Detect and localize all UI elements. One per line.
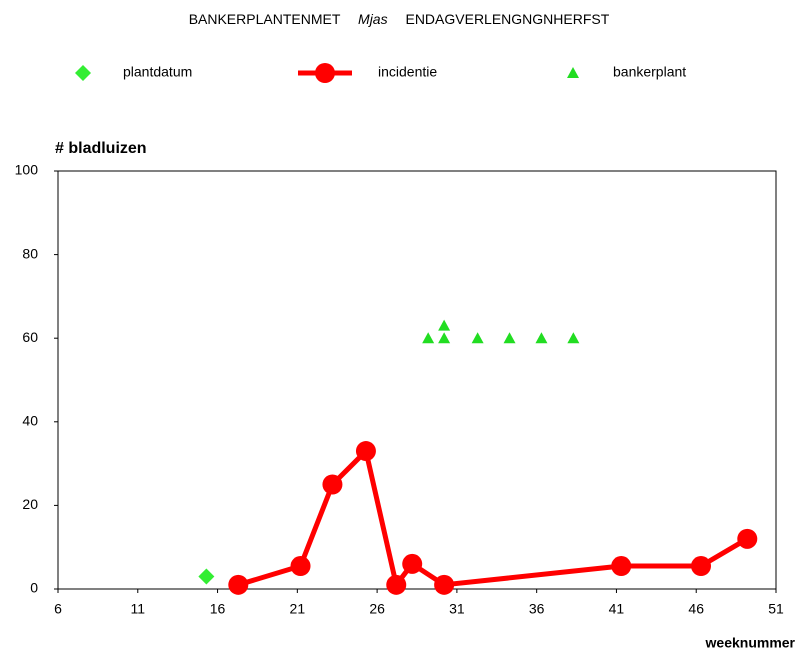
x-tick-label: 6 — [54, 601, 62, 617]
title-part: ENDAGVERLENGNGNHERFST — [405, 11, 609, 27]
x-tick-label: 36 — [529, 601, 545, 617]
data-point — [503, 332, 516, 344]
x-tick-label: 16 — [210, 601, 226, 617]
series-line — [237, 448, 749, 588]
legend-marker — [315, 63, 335, 83]
plot-frame — [57, 170, 777, 590]
legend-label: plantdatum — [123, 64, 192, 80]
data-point — [567, 332, 580, 344]
data-point — [438, 319, 451, 331]
y-tick-label: 100 — [15, 162, 39, 178]
data-point — [611, 556, 632, 577]
y-axis-title: # bladluizen — [55, 140, 147, 157]
x-tick-label: 26 — [369, 601, 385, 617]
data-point — [386, 574, 407, 595]
legend-marker — [567, 67, 579, 78]
data-point — [402, 553, 423, 574]
data-point — [198, 568, 215, 585]
x-axis-title: weeknummer — [705, 635, 796, 650]
data-point — [737, 528, 758, 549]
x-tick-label: 41 — [609, 601, 625, 617]
x-tick-label: 46 — [688, 601, 704, 617]
y-tick-label: 20 — [22, 496, 38, 512]
legend-marker — [75, 65, 91, 81]
data-point — [322, 474, 343, 495]
x-tick-label: 21 — [290, 601, 306, 617]
data-point — [535, 332, 548, 344]
data-point — [438, 332, 451, 344]
data-point — [691, 556, 712, 577]
title-part: Mjas — [358, 11, 388, 27]
data-point — [228, 574, 249, 595]
data-point — [355, 441, 376, 462]
data-point — [422, 332, 435, 344]
x-tick-label: 11 — [131, 601, 146, 617]
data-point — [434, 574, 455, 595]
data-point — [471, 332, 484, 344]
y-tick-label: 80 — [22, 245, 38, 261]
data-point — [290, 556, 311, 577]
y-tick-label: 60 — [22, 329, 38, 345]
title-part: BANKERPLANTENMET — [189, 11, 341, 27]
legend-label: bankerplant — [613, 64, 686, 80]
x-tick-label: 31 — [449, 601, 465, 617]
x-tick-label: 51 — [768, 601, 784, 617]
legend-label: incidentie — [378, 64, 437, 80]
chart-title: BANKERPLANTENMET Mjas ENDAGVERLENGNGNHER… — [189, 11, 610, 27]
y-tick-label: 0 — [30, 580, 38, 596]
y-tick-label: 40 — [22, 413, 38, 429]
